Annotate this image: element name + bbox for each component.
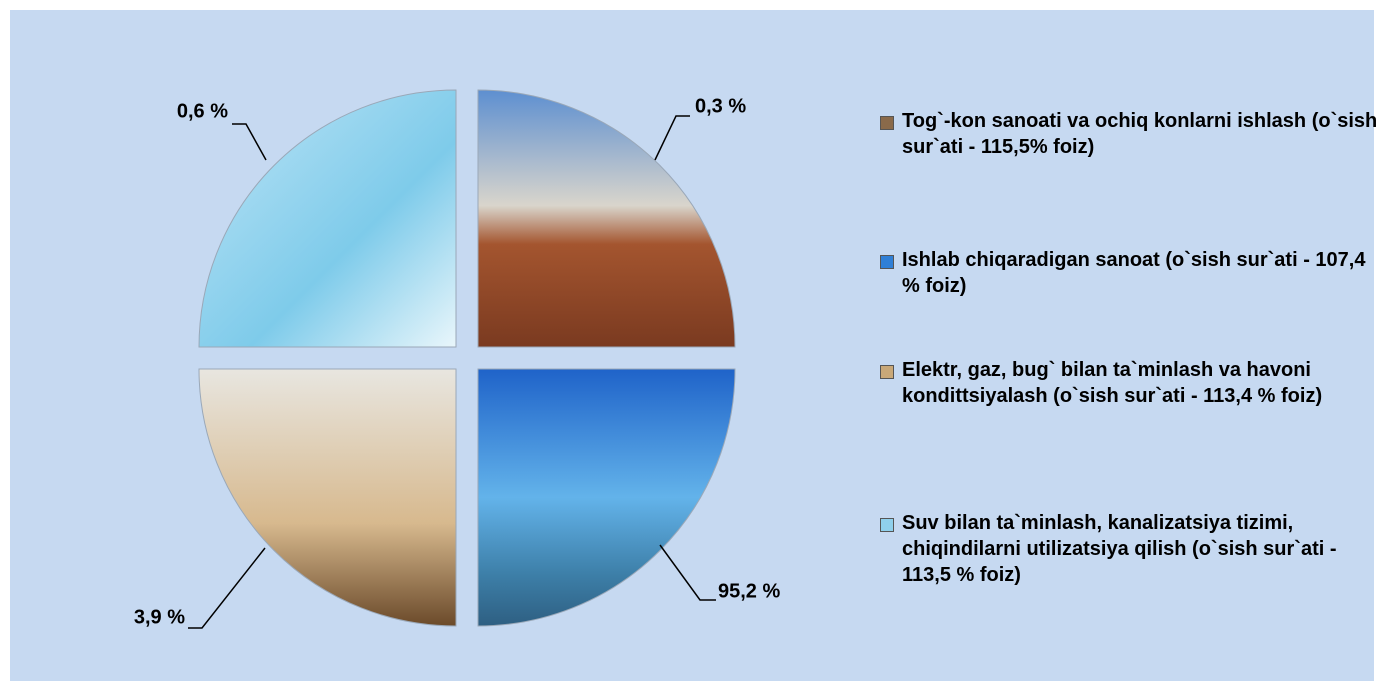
data-label: 3,9 % [134, 606, 185, 628]
legend-label: Tog`-kon sanoati va ochiq konlarni ishla… [902, 110, 1378, 158]
pie-slice [477, 89, 736, 348]
data-label: 95,2 % [718, 580, 780, 602]
leader-line [188, 547, 266, 629]
legend-label: Elektr, gaz, bug` bilan ta`minlash va ha… [902, 359, 1323, 407]
legend-swatch [880, 518, 894, 532]
legend-item: Suv bilan ta`minlash, kanalizatsiya tizi… [876, 510, 1382, 588]
data-label: 0,3 % [695, 95, 746, 117]
legend-label: Suv bilan ta`minlash, kanalizatsiya tizi… [902, 512, 1337, 586]
data-label: 0,6 % [177, 100, 228, 122]
legend-item: Elektr, gaz, bug` bilan ta`minlash va ha… [876, 357, 1382, 409]
leader-line [654, 115, 690, 161]
leader-line [659, 544, 716, 601]
pie-slice [198, 89, 457, 348]
legend-item: Tog`-kon sanoati va ochiq konlarni ishla… [876, 108, 1382, 160]
legend-swatch [880, 255, 894, 269]
leader-line [232, 123, 267, 161]
legend-swatch [880, 116, 894, 130]
pie-slice [198, 368, 457, 627]
legend-item: Ishlab chiqaradigan sanoat (o`sish sur`a… [876, 247, 1382, 299]
legend-label: Ishlab chiqaradigan sanoat (o`sish sur`a… [902, 249, 1366, 297]
legend-swatch [880, 365, 894, 379]
pie-slice [477, 368, 736, 627]
